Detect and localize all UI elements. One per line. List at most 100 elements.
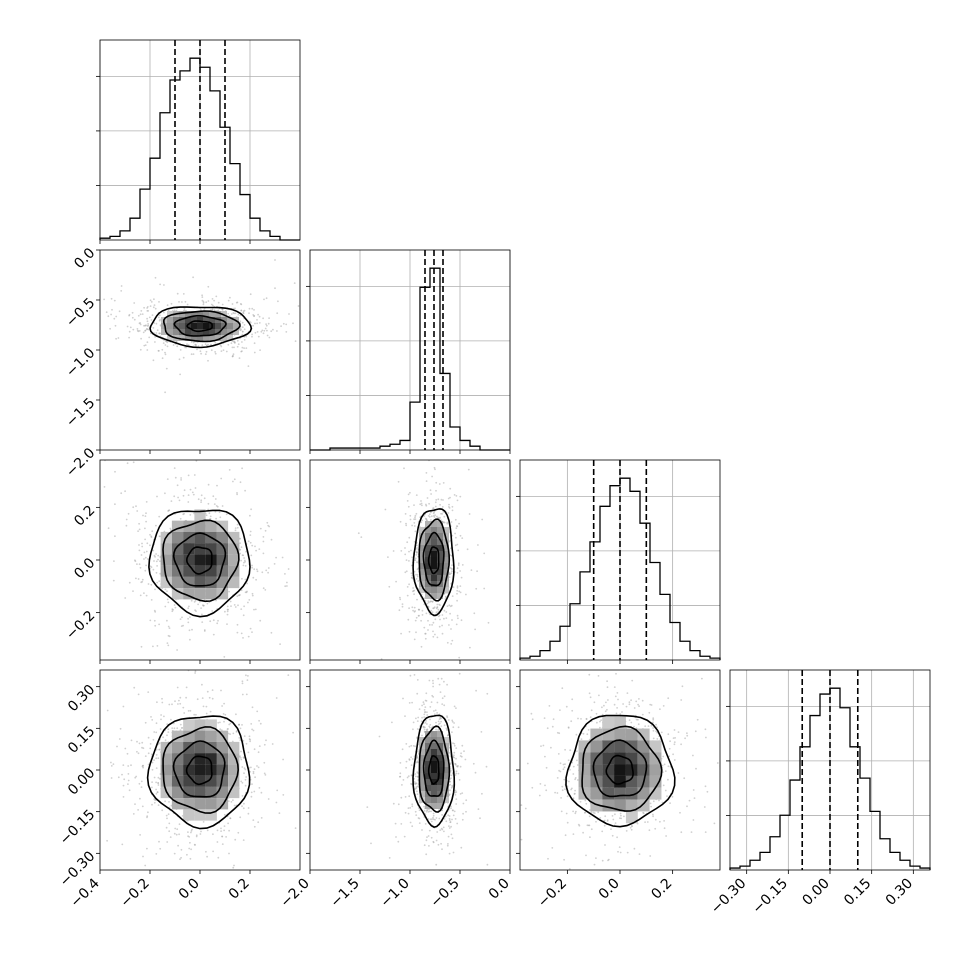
scatter-point [441,632,444,635]
scatter-point [206,855,209,858]
scatter-point [258,315,261,318]
scatter-point [415,814,418,816]
scatter-point [430,810,432,813]
scatter-point [435,863,438,866]
scatter-point [225,350,228,353]
scatter-point [420,500,422,502]
scatter-point [177,703,179,705]
scatter-point [460,846,463,849]
scatter-point [428,502,430,505]
scatter-point [247,540,250,543]
scatter-point [148,336,151,339]
scatter-point [259,349,261,351]
scatter-point [438,683,441,686]
scatter-point [125,662,127,664]
scatter-point [287,674,290,676]
scatter-point [190,830,193,832]
histogram-step [99,57,300,241]
scatter-point [421,670,423,672]
scatter-point [416,793,419,796]
scatter-point [175,833,178,836]
scatter-point [113,299,116,302]
scatter-point [399,772,402,775]
scatter-point [415,554,418,556]
scatter-point [207,285,210,288]
scatter-point [153,731,156,733]
scatter-point [151,314,154,316]
scatter-point [253,309,255,311]
scatter-point [163,284,165,286]
scatter-point [424,637,427,640]
scatter-point [432,635,435,638]
scatter-point [179,729,182,731]
scatter-point [432,685,434,688]
scatter-point [236,595,239,598]
scatter-point [449,763,452,766]
scatter-point [462,802,465,805]
scatter-point [422,701,425,704]
scatter-point [652,727,654,729]
scatter-point [156,329,159,332]
scatter-point [187,344,190,346]
scatter-point [451,837,454,840]
scatter-point [207,502,210,505]
scatter-point [479,817,481,820]
x-tick-label: −1.5 [327,876,362,911]
scatter-point [450,628,452,630]
scatter-point [155,748,158,751]
density-cell [171,576,184,589]
scatter-point [454,791,457,794]
scatter-point [199,350,202,353]
scatter-point [141,542,143,545]
density-cell [425,797,431,803]
scatter-point [421,829,423,831]
scatter-point [153,560,155,562]
scatter-point [450,521,453,523]
scatter-point [241,333,244,336]
scatter-point [137,809,140,811]
density-cell [431,557,437,563]
scatter-point [443,830,445,833]
scatter-point [200,494,203,497]
scatter-point [426,809,428,811]
scatter-point [419,503,422,506]
scatter-point [239,552,242,555]
scatter-point [460,576,463,579]
density-cell [437,749,443,755]
scatter-point [451,595,454,597]
density-cell [216,753,229,765]
scatter-point [262,587,265,590]
scatter-point [413,674,416,676]
scatter-point [406,594,409,597]
scatter-point [250,554,253,557]
scatter-point [146,320,149,323]
scatter-point [202,821,205,823]
scatter-point [167,625,170,628]
scatter-point [209,620,212,623]
scatter-point [95,329,97,331]
scatter-point [446,641,449,644]
scatter-point [207,508,210,511]
scatter-point [476,656,478,658]
scatter-point [413,610,416,613]
scatter-point [241,321,244,324]
density-cell [216,775,229,787]
scatter-point [252,770,255,773]
scatter-point [182,293,185,295]
scatter-point [324,290,326,292]
scatter-point [415,512,418,515]
scatter-point [144,330,147,332]
scatter-point [418,817,421,820]
scatter-point [93,321,95,323]
scatter-point [243,735,246,737]
scatter-point [138,742,141,745]
scatter-point [469,646,471,649]
scatter-point [168,830,171,833]
scatter-point [150,599,153,601]
scatter-point [154,276,157,279]
scatter-point [241,682,244,685]
scatter-point [147,583,150,585]
scatter-point [173,727,176,730]
scatter-point [434,501,437,504]
scatter-point [416,720,419,722]
